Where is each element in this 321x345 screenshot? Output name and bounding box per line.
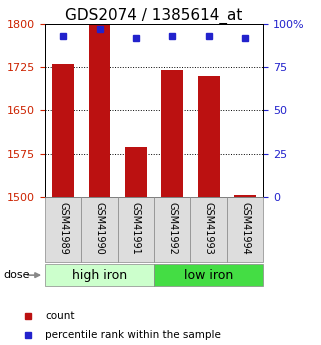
Bar — [227, 197, 263, 262]
Text: high iron: high iron — [72, 269, 127, 282]
Text: low iron: low iron — [184, 269, 233, 282]
Bar — [154, 264, 263, 286]
Text: percentile rank within the sample: percentile rank within the sample — [45, 330, 221, 339]
Text: GSM41994: GSM41994 — [240, 202, 250, 255]
Bar — [125, 147, 147, 197]
Bar — [118, 197, 154, 262]
Bar — [89, 24, 110, 197]
Text: GSM41989: GSM41989 — [58, 202, 68, 255]
Bar — [161, 70, 183, 197]
Bar — [190, 197, 227, 262]
Title: GDS2074 / 1385614_at: GDS2074 / 1385614_at — [65, 8, 243, 24]
Bar — [234, 195, 256, 197]
Bar — [45, 264, 154, 286]
Text: GSM41992: GSM41992 — [167, 202, 177, 255]
Bar — [154, 197, 190, 262]
Text: GSM41990: GSM41990 — [94, 202, 105, 255]
Text: dose: dose — [3, 270, 30, 280]
Bar — [45, 197, 81, 262]
Bar — [81, 197, 118, 262]
Text: GSM41993: GSM41993 — [204, 202, 214, 255]
Text: GSM41991: GSM41991 — [131, 202, 141, 255]
Bar — [198, 76, 220, 197]
Text: count: count — [45, 311, 74, 321]
Bar — [52, 65, 74, 197]
